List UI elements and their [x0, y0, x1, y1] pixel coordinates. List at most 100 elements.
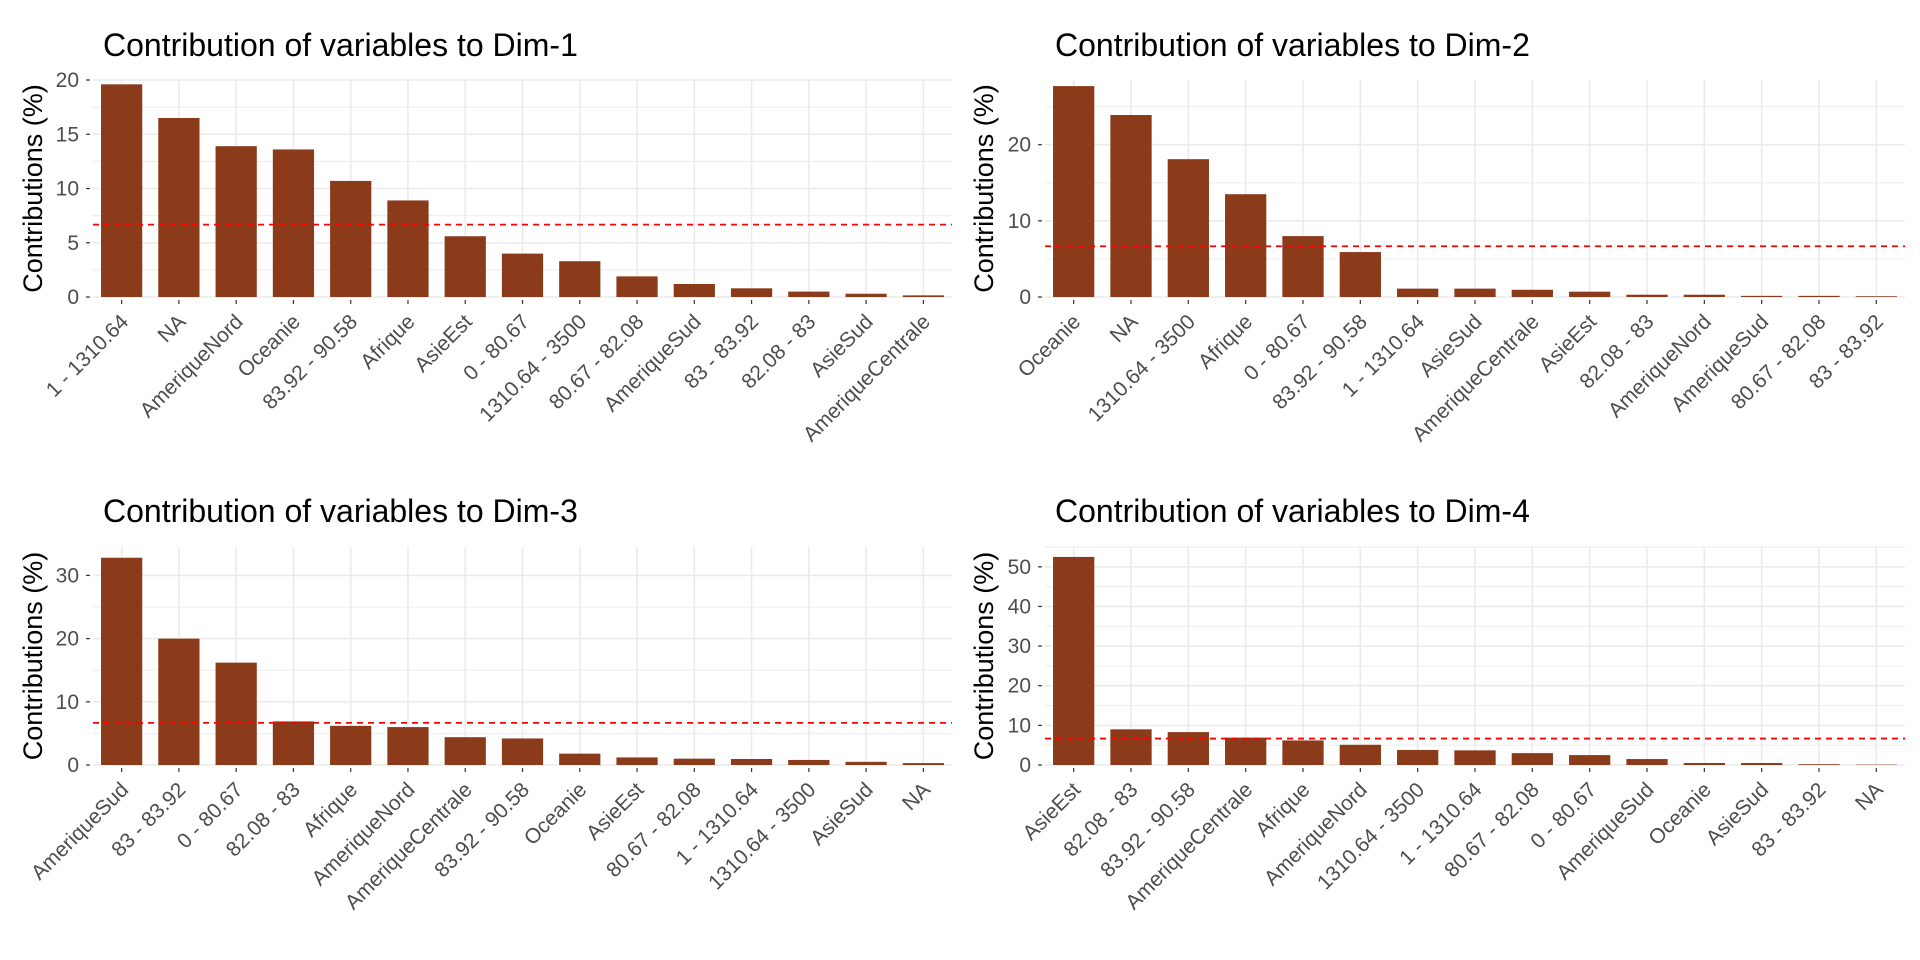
bar-1-1310-64 — [1397, 288, 1439, 297]
bar-83-92-90-58 — [1167, 732, 1209, 765]
bar-Afrique — [1282, 740, 1324, 765]
bar-83-83-92 — [1798, 764, 1840, 765]
y-tick-label: 50 — [1008, 556, 1031, 579]
bar-1-1310-64 — [730, 758, 773, 765]
y-axis-label: Contributions (%) — [18, 84, 48, 293]
bar-Oceanie — [1053, 86, 1095, 298]
y-tick-label: 0 — [67, 754, 79, 777]
bar-AmeriqueCentrale — [1225, 737, 1267, 765]
bar-80-67-82-08 — [616, 276, 658, 297]
bar-0-80-67 — [1282, 236, 1324, 297]
bar-1310-64-3500 — [1167, 159, 1209, 297]
chart-title: Contribution of variables to Dim-3 — [103, 493, 578, 529]
y-tick-label: 5 — [67, 232, 79, 255]
y-tick-label: 10 — [56, 691, 79, 714]
x-category-label: Afrique — [356, 310, 419, 373]
x-category-label: NA — [898, 778, 935, 815]
bar-AmeriqueNord — [1339, 744, 1381, 765]
x-category-label: 1310.64 - 3500 — [704, 778, 820, 894]
bar-AsieEst — [1053, 556, 1095, 765]
bar-AmeriqueNord — [215, 146, 257, 297]
x-category-label: Oceanie — [520, 778, 592, 850]
y-axis-label: Contributions (%) — [18, 552, 48, 761]
y-tick-label: 20 — [56, 69, 79, 92]
x-category-label: Oceanie — [1014, 310, 1086, 382]
x-category-label: AmeriqueNord — [136, 310, 248, 422]
bar-NA — [158, 117, 200, 297]
bar-1-1310-64 — [1454, 750, 1496, 765]
bar-0-80-67 — [1569, 755, 1611, 765]
y-tick-label: 30 — [56, 564, 79, 587]
y-tick-label: 15 — [56, 123, 79, 146]
y-tick-label: 20 — [1008, 675, 1031, 698]
x-category-label: AmeriqueNord — [1604, 310, 1716, 422]
bar-AsieSud — [1454, 288, 1496, 297]
x-category-label: AmeriqueNord — [307, 778, 419, 890]
bar-1310-64-3500 — [1397, 749, 1439, 765]
bar-1-1310-64 — [101, 84, 143, 297]
chart-title: Contribution of variables to Dim-1 — [103, 27, 578, 63]
x-category-label: NA — [1106, 310, 1143, 347]
bar-83-83-92 — [158, 638, 200, 765]
bar-80-67-82-08 — [1511, 753, 1553, 765]
y-tick-label: 10 — [56, 178, 79, 201]
bar-AmeriqueNord — [1683, 294, 1725, 297]
bar-NA — [1110, 115, 1152, 297]
y-tick-label: 30 — [1008, 635, 1031, 658]
bar-1310-64-3500 — [559, 261, 601, 297]
x-category-label: AsieSud — [806, 778, 878, 850]
y-axis-label: Contributions (%) — [969, 552, 999, 761]
x-category-label: 1 - 1310.64 — [42, 310, 134, 402]
y-axis-label: Contributions (%) — [969, 84, 999, 293]
bar-AmeriqueSud — [101, 557, 143, 765]
y-tick-label: 0 — [1019, 286, 1031, 309]
bar-NA — [902, 763, 944, 765]
y-tick-label: 10 — [1008, 210, 1031, 233]
bar-AmeriqueSud — [673, 283, 715, 297]
bar-82-08-83 — [1110, 729, 1152, 765]
bar-83-83-92 — [730, 288, 773, 297]
bar-83-92-90-58 — [501, 738, 544, 765]
x-category-label: Oceanie — [1644, 778, 1716, 850]
bar-AsieEst — [444, 236, 486, 297]
x-category-label: NA — [1851, 778, 1888, 815]
bar-AmeriqueCentrale — [1511, 289, 1553, 297]
bar-AsieSud — [1741, 763, 1783, 765]
bar-83-92-90-58 — [1339, 252, 1381, 297]
bar-0-80-67 — [215, 662, 257, 765]
bar-AmeriqueCentrale — [444, 737, 486, 765]
bar-82-08-83 — [1626, 294, 1668, 297]
chart-title: Contribution of variables to Dim-4 — [1055, 493, 1530, 529]
bar-AmeriqueSud — [1741, 295, 1783, 297]
bar-82-08-83 — [272, 721, 315, 765]
y-tick-label: 10 — [1008, 714, 1031, 737]
bar-AsieEst — [1569, 291, 1611, 297]
bar-AsieSud — [845, 293, 887, 297]
bar-Oceanie — [272, 149, 315, 297]
bar-83-92-90-58 — [330, 180, 372, 297]
bar-82-08-83 — [788, 291, 830, 297]
bar-Afrique — [330, 725, 372, 765]
bar-Oceanie — [559, 753, 601, 765]
bar-AmeriqueSud — [1626, 759, 1668, 765]
bar-Oceanie — [1683, 763, 1725, 765]
chart-title: Contribution of variables to Dim-2 — [1055, 27, 1530, 63]
y-tick-label: 0 — [67, 286, 79, 309]
bar-AsieEst — [616, 757, 658, 765]
y-tick-label: 20 — [1008, 134, 1031, 157]
bar-AmeriqueCentrale — [902, 295, 944, 297]
bar-0-80-67 — [501, 253, 544, 297]
x-category-label: AmeriqueNord — [1260, 778, 1372, 890]
y-tick-label: 0 — [1019, 754, 1031, 777]
bar-80-67-82-08 — [673, 758, 715, 765]
bar-AmeriqueNord — [387, 727, 429, 765]
x-category-label: 1310.64 - 3500 — [1084, 310, 1200, 426]
x-category-label: AmeriqueSud — [27, 778, 133, 884]
bar-1310-64-3500 — [788, 759, 830, 765]
x-category-label: NA — [154, 310, 191, 347]
